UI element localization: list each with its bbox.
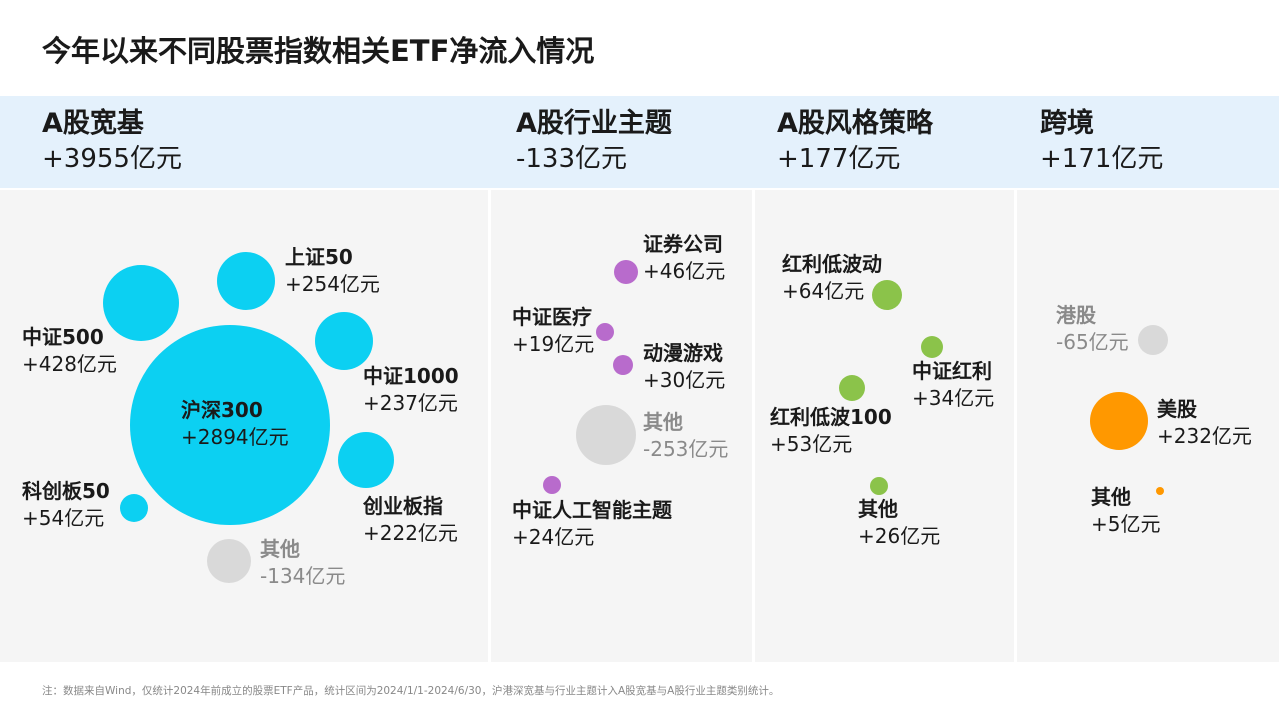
footnote: 注：数据来自Wind，仅统计2024年前成立的股票ETF产品，统计区间为2024… [42,685,780,697]
bubble [120,494,148,522]
bubble [1090,392,1148,450]
bubble-label: 美股 +232亿元 [1157,396,1252,450]
bubble [576,405,636,465]
item-name: 上证50 [285,245,353,269]
item-value: +232亿元 [1157,424,1252,448]
item-value: -253亿元 [643,437,729,461]
bubble-label: 港股 -65亿元 [1056,302,1129,356]
bubble [614,260,638,284]
bubble-label: 中证人工智能主题 +24亿元 [512,497,672,551]
bubble-label: 科创板50 +54亿元 [22,478,110,532]
bubble [839,375,865,401]
group-header: 跨境 +171亿元 [1040,106,1163,176]
bubble-label: 红利低波动 +64亿元 [782,251,882,305]
bubble-label: 其他 -253亿元 [643,409,728,463]
item-value: +53亿元 [770,432,853,456]
item-name: 中证红利 [912,359,992,383]
item-name: 红利低波100 [770,405,892,429]
bubble [596,323,614,341]
item-name: 中证人工智能主题 [512,498,672,522]
bubble-label: 中证500 +428亿元 [22,324,117,378]
item-value: +54亿元 [22,506,105,530]
bubble-label: 创业板指 +222亿元 [363,493,458,547]
chart-title: 今年以来不同股票指数相关ETF净流入情况 [42,34,595,68]
bubble-label: 沪深300 +2894亿元 [181,397,289,451]
bubble-label: 动漫游戏 +30亿元 [643,340,725,394]
item-value: +34亿元 [912,386,995,410]
header-band [0,96,1279,188]
item-value: +30亿元 [643,368,726,392]
bubble [338,432,394,488]
group-total: +177亿元 [777,144,901,174]
group-header: A股行业主题 -133亿元 [516,106,672,176]
group-header: A股宽基 +3955亿元 [42,106,182,176]
item-name: 中证1000 [363,364,459,388]
bubble [870,477,888,495]
bubble [130,325,330,525]
item-name: 中证500 [22,325,104,349]
item-name: 沪深300 [181,398,263,422]
bubble [315,312,373,370]
bubble [207,539,251,583]
item-name: 红利低波动 [782,252,882,276]
item-value: +26亿元 [858,524,941,548]
bubble-label: 其他 +5亿元 [1091,484,1160,538]
item-value: -134亿元 [260,564,346,588]
item-name: 创业板指 [363,494,443,518]
bubble [1156,487,1164,495]
item-value: +5亿元 [1091,512,1161,536]
item-name: 中证医疗 [512,305,592,329]
item-value: +428亿元 [22,352,117,376]
item-name: 动漫游戏 [643,341,723,365]
bubble-label: 其他 -134亿元 [260,536,345,590]
bubble [872,280,902,310]
item-value: +19亿元 [512,332,595,356]
bubble [543,476,561,494]
bubble [217,252,275,310]
item-value: +254亿元 [285,272,380,296]
bubble-label: 证券公司 +46亿元 [643,231,725,285]
group-total: +3955亿元 [42,144,182,174]
group-name: 跨境 [1040,108,1094,139]
group-name: A股风格策略 [777,108,933,139]
group-name: A股宽基 [42,108,144,139]
item-value: +237亿元 [363,391,458,415]
group-header: A股风格策略 +177亿元 [777,106,933,176]
panel-cross-border [1017,190,1279,662]
bubble [613,355,633,375]
bubble-label: 上证50 +254亿元 [285,244,380,298]
bubble-label: 中证医疗 +19亿元 [512,304,594,358]
item-value: +24亿元 [512,525,595,549]
item-name: 其他 [260,537,300,561]
group-total: +171亿元 [1040,144,1164,174]
bubble-label: 红利低波100 +53亿元 [770,404,892,458]
item-value: +64亿元 [782,279,865,303]
panel-style [755,190,1014,662]
group-total: -133亿元 [516,144,628,174]
bubble-label: 其他 +26亿元 [858,496,940,550]
item-name: 其他 [1091,485,1131,509]
item-name: 证券公司 [643,232,723,256]
bubble [103,265,179,341]
item-value: +46亿元 [643,259,726,283]
bubble-label: 中证红利 +34亿元 [912,358,994,412]
group-name: A股行业主题 [516,108,672,139]
item-name: 其他 [643,410,683,434]
item-name: 科创板50 [22,479,110,503]
item-value: -65亿元 [1056,330,1129,354]
item-value: +2894亿元 [181,425,289,449]
item-name: 美股 [1157,397,1197,421]
bubble-label: 中证1000 +237亿元 [363,363,459,417]
bubble [921,336,943,358]
item-value: +222亿元 [363,521,458,545]
bubble [1138,325,1168,355]
item-name: 其他 [858,497,898,521]
item-name: 港股 [1056,303,1096,327]
